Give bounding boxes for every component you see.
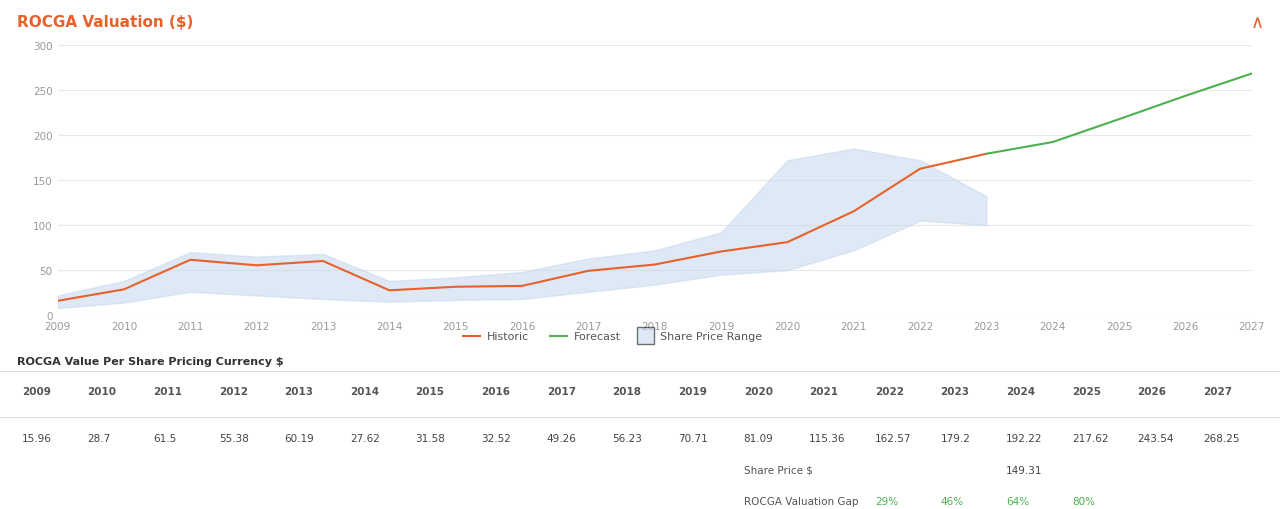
- Text: 29%: 29%: [876, 496, 899, 506]
- Text: 2026: 2026: [1138, 386, 1166, 396]
- Text: 2022: 2022: [876, 386, 904, 396]
- Text: 149.31: 149.31: [1006, 465, 1043, 475]
- FancyBboxPatch shape: [637, 328, 654, 344]
- Text: 2013: 2013: [284, 386, 314, 396]
- Text: Forecast: Forecast: [573, 331, 621, 341]
- Text: 268.25: 268.25: [1203, 433, 1239, 443]
- Text: 60.19: 60.19: [284, 433, 314, 443]
- Text: Share Price $: Share Price $: [744, 465, 813, 475]
- Text: 217.62: 217.62: [1071, 433, 1108, 443]
- Text: 56.23: 56.23: [612, 433, 643, 443]
- Text: 243.54: 243.54: [1138, 433, 1174, 443]
- Text: 2025: 2025: [1071, 386, 1101, 396]
- Text: ROCGA Valuation Gap: ROCGA Valuation Gap: [744, 496, 858, 506]
- Text: 81.09: 81.09: [744, 433, 773, 443]
- Text: ∧: ∧: [1251, 14, 1263, 32]
- Text: 2016: 2016: [481, 386, 511, 396]
- Text: 2015: 2015: [416, 386, 444, 396]
- Text: 46%: 46%: [941, 496, 964, 506]
- Text: 32.52: 32.52: [481, 433, 511, 443]
- Text: Historic: Historic: [486, 331, 529, 341]
- Text: 27.62: 27.62: [349, 433, 380, 443]
- Text: 70.71: 70.71: [678, 433, 708, 443]
- Text: 15.96: 15.96: [22, 433, 51, 443]
- Text: 115.36: 115.36: [809, 433, 846, 443]
- Text: ROCGA Value Per Share Pricing Currency $: ROCGA Value Per Share Pricing Currency $: [17, 356, 283, 366]
- Text: 64%: 64%: [1006, 496, 1029, 506]
- Text: 61.5: 61.5: [154, 433, 177, 443]
- Text: 2018: 2018: [612, 386, 641, 396]
- Text: 2011: 2011: [154, 386, 182, 396]
- Text: 2021: 2021: [809, 386, 838, 396]
- Text: 2009: 2009: [22, 386, 51, 396]
- Text: 2017: 2017: [547, 386, 576, 396]
- Text: 192.22: 192.22: [1006, 433, 1043, 443]
- Text: 2027: 2027: [1203, 386, 1233, 396]
- Text: 2010: 2010: [87, 386, 116, 396]
- Text: 179.2: 179.2: [941, 433, 970, 443]
- Text: 2012: 2012: [219, 386, 248, 396]
- Text: 2020: 2020: [744, 386, 773, 396]
- Text: ROCGA Valuation ($): ROCGA Valuation ($): [17, 15, 193, 31]
- Text: 2019: 2019: [678, 386, 707, 396]
- Text: 55.38: 55.38: [219, 433, 248, 443]
- Text: 2024: 2024: [1006, 386, 1036, 396]
- Text: 2023: 2023: [941, 386, 969, 396]
- Text: 28.7: 28.7: [87, 433, 111, 443]
- Text: 2014: 2014: [349, 386, 379, 396]
- Text: 49.26: 49.26: [547, 433, 577, 443]
- Text: 31.58: 31.58: [416, 433, 445, 443]
- Text: 80%: 80%: [1071, 496, 1094, 506]
- Text: 162.57: 162.57: [876, 433, 911, 443]
- Text: Share Price Range: Share Price Range: [660, 331, 763, 341]
